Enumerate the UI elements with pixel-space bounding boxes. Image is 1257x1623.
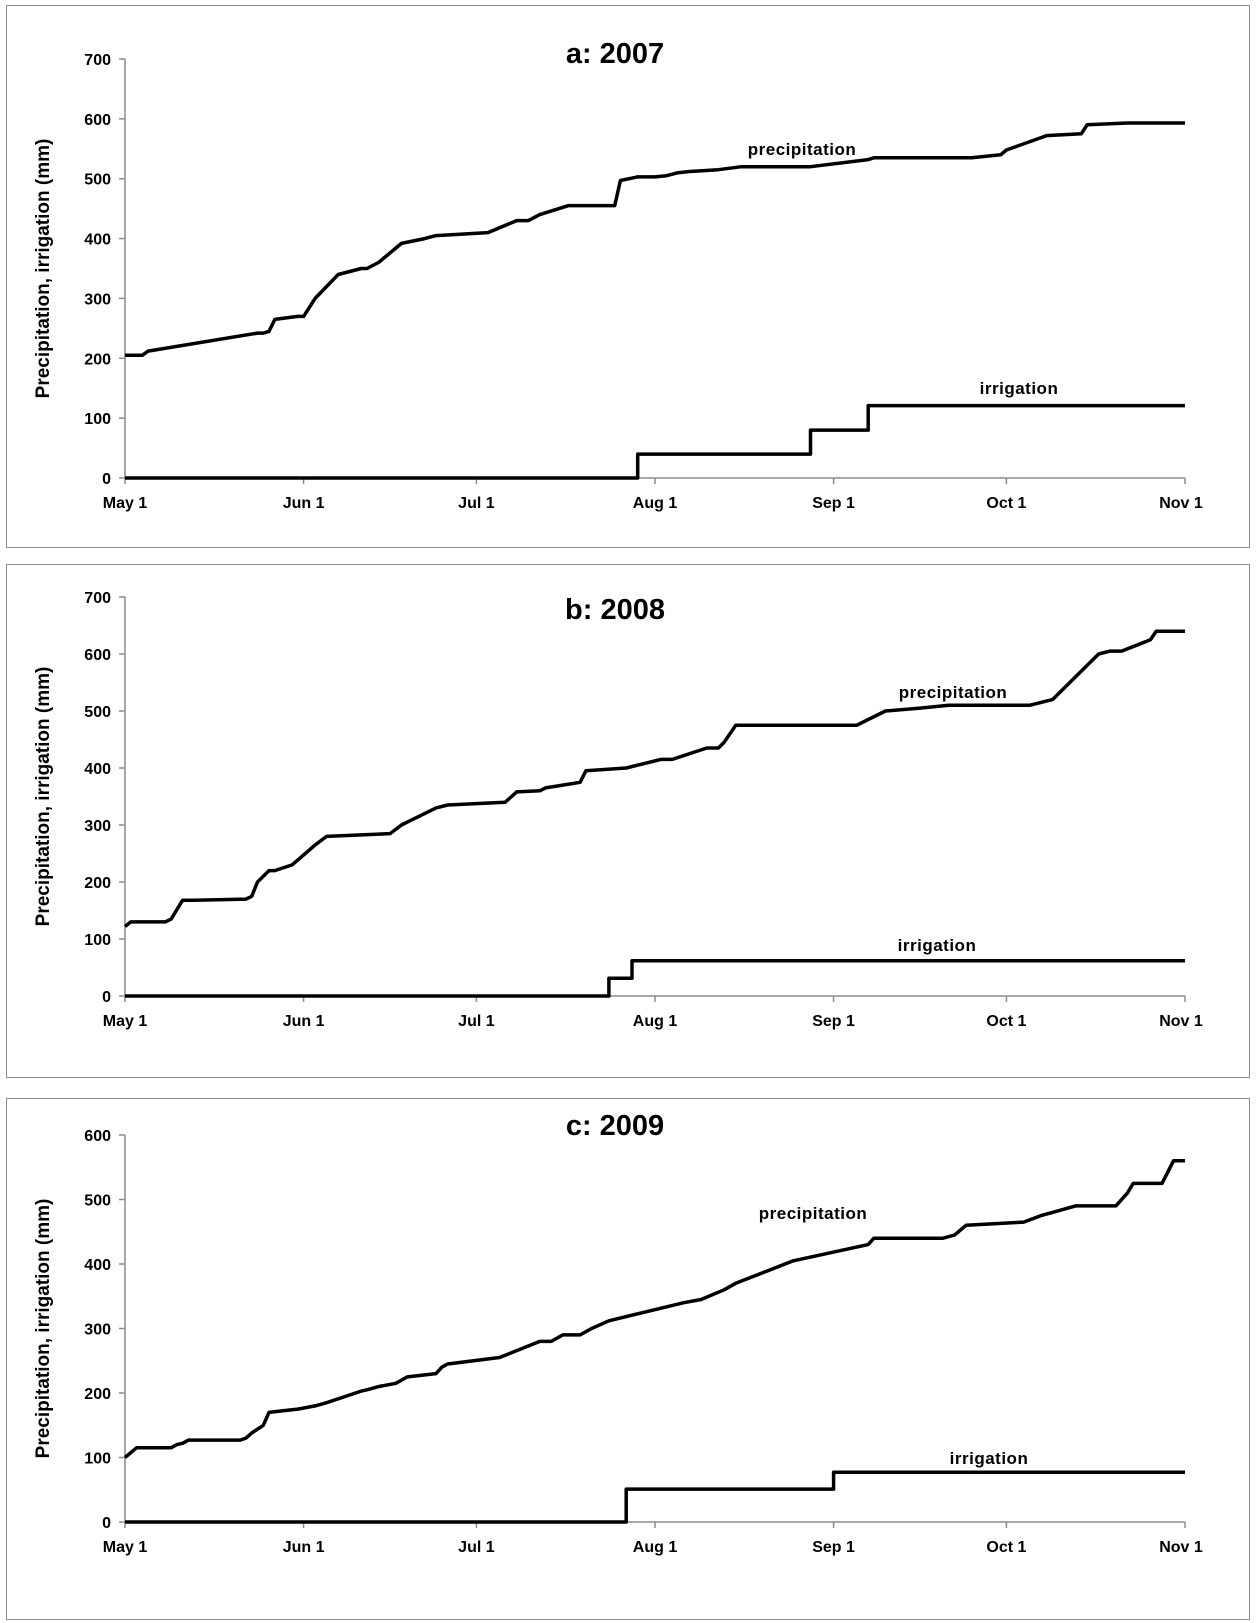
y-tick-label-b-2: 200: [84, 875, 111, 892]
x-tick-label-c-6: Nov 1: [1159, 1539, 1203, 1556]
x-tick-label-b-3: Aug 1: [633, 1013, 678, 1030]
series-line-irrigation-c: [125, 1470, 1185, 1524]
x-tick-label-c-0: May 1: [103, 1539, 148, 1556]
y-tick-label-b-6: 600: [84, 647, 111, 664]
y-tick-label-b-1: 100: [84, 932, 111, 949]
chart-panel-b: 0 100 200 300 400 500 600 700 May 1 Jun 1 Jul 1 Aug…: [6, 564, 1250, 1078]
x-tick-label-b-1: Jun 1: [283, 1013, 325, 1030]
x-tick-label-a-6: Nov 1: [1159, 495, 1203, 512]
series-line-precipitation-a: [125, 121, 1185, 358]
x-tick-label-c-4: Sep 1: [812, 1539, 855, 1556]
x-tick-label-a-4: Sep 1: [812, 495, 855, 512]
y-tick-label-c-6: 600: [84, 1128, 111, 1145]
y-tick-label-b-7: 700: [84, 590, 111, 607]
y-tick-label-a-1: 100: [84, 411, 111, 428]
chart-panel-c: 0 100 200 300 400 500 600 May 1 Jun 1 Jul 1 Aug 1 S…: [6, 1098, 1250, 1620]
y-tick-label-c-0: 0: [102, 1515, 111, 1532]
series-line-precipitation-b: [123, 629, 1185, 928]
x-tick-label-b-5: Oct 1: [986, 1013, 1026, 1030]
y-tick-label-b-0: 0: [102, 989, 111, 1006]
chart-panel-a: 0 100 200 300 400 500 600 700 May 1 Jun 1 Jul 1 Aug…: [6, 5, 1250, 548]
chart-svg-b: 0 100 200 300 400 500 600 700 May 1 Jun 1 Jul 1 Aug…: [33, 590, 1203, 1030]
x-tick-label-c-5: Oct 1: [986, 1539, 1026, 1556]
chart-svg-c: 0 100 200 300 400 500 600 May 1 Jun 1 Jul 1 Aug 1 S…: [33, 1110, 1203, 1556]
x-tick-label-a-5: Oct 1: [986, 495, 1026, 512]
x-tick-label-b-2: Jul 1: [458, 1013, 495, 1030]
y-tick-label-c-2: 200: [84, 1386, 111, 1403]
y-tick-label-a-4: 400: [84, 232, 111, 249]
y-tick-label-c-1: 100: [84, 1451, 111, 1468]
x-tick-label-b-0: May 1: [103, 1013, 148, 1030]
x-tick-label-a-0: May 1: [103, 495, 148, 512]
annotation-irrigation-c: irrigation: [950, 1449, 1029, 1468]
chart-title-c: c: 2009: [566, 1110, 664, 1142]
y-tick-label-a-2: 200: [84, 351, 111, 368]
y-tick-label-a-3: 300: [84, 291, 111, 308]
y-axis-label-c: Precipitation, irrigation (mm): [33, 1199, 54, 1459]
y-tick-label-a-7: 700: [84, 52, 111, 69]
y-tick-label-b-5: 500: [84, 704, 111, 721]
y-tick-label-c-4: 400: [84, 1257, 111, 1274]
chart-title-b: b: 2008: [565, 594, 665, 626]
annotation-irrigation-b: irrigation: [898, 936, 977, 955]
annotation-precipitation-b: precipitation: [899, 683, 1008, 702]
x-tick-label-b-4: Sep 1: [812, 1013, 855, 1030]
x-tick-label-b-6: Nov 1: [1159, 1013, 1203, 1030]
annotation-precipitation-a: precipitation: [748, 140, 857, 159]
series-line-precipitation-c: [123, 1159, 1185, 1459]
annotation-irrigation-a: irrigation: [980, 379, 1059, 398]
y-axis-label-a: Precipitation, irrigation (mm): [33, 139, 54, 399]
x-tick-label-c-1: Jun 1: [283, 1539, 325, 1556]
y-tick-label-a-6: 600: [84, 112, 111, 129]
series-line-irrigation-a: [125, 403, 1185, 480]
chart-svg-a: 0 100 200 300 400 500 600 700 May 1 Jun 1 Jul 1 Aug…: [33, 38, 1203, 512]
y-tick-label-a-5: 500: [84, 172, 111, 189]
y-axis-label-b: Precipitation, irrigation (mm): [33, 667, 54, 927]
annotation-precipitation-c: precipitation: [759, 1204, 868, 1223]
x-tick-label-c-3: Aug 1: [633, 1539, 678, 1556]
x-tick-label-c-2: Jul 1: [458, 1539, 495, 1556]
x-tick-label-a-1: Jun 1: [283, 495, 325, 512]
x-tick-label-a-3: Aug 1: [633, 495, 678, 512]
series-line-irrigation-b: [125, 958, 1185, 998]
y-tick-label-a-0: 0: [102, 471, 111, 488]
y-tick-label-c-5: 500: [84, 1193, 111, 1210]
y-tick-label-b-3: 300: [84, 818, 111, 835]
y-tick-label-c-3: 300: [84, 1322, 111, 1339]
chart-title-a: a: 2007: [566, 38, 664, 70]
x-tick-label-a-2: Jul 1: [458, 495, 495, 512]
y-tick-label-b-4: 400: [84, 761, 111, 778]
